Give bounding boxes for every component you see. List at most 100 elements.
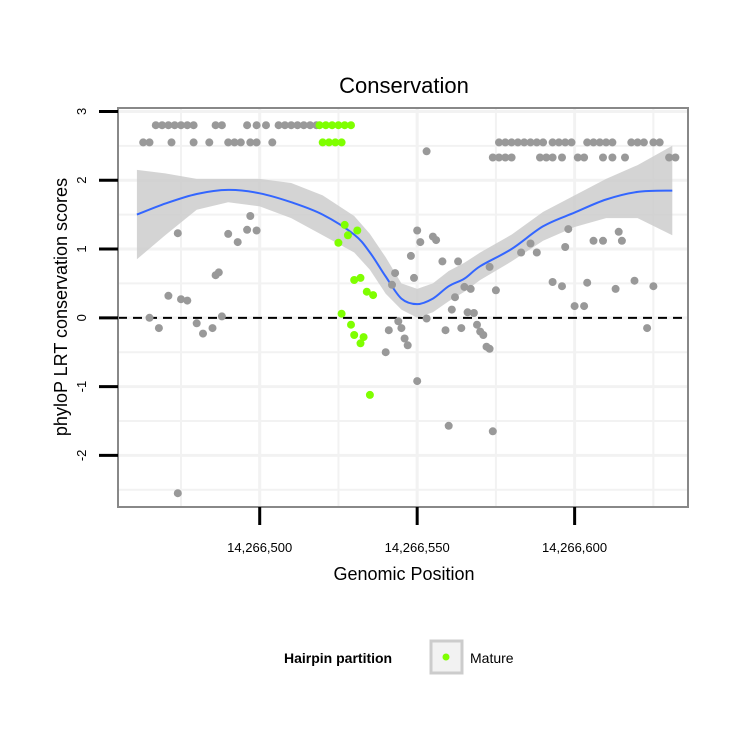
smooth-line	[136, 188, 673, 306]
data-point	[154, 324, 163, 333]
data-point-mature	[340, 220, 349, 229]
data-point-mature	[337, 309, 346, 318]
data-point	[230, 138, 239, 147]
data-point	[422, 314, 431, 323]
data-point	[526, 138, 535, 147]
data-point	[246, 212, 255, 220]
data-point	[599, 153, 607, 162]
legend-key	[429, 639, 464, 675]
y-tick-label: 0	[74, 314, 89, 321]
data-point	[432, 236, 441, 245]
y-tick-label: 3	[74, 108, 89, 115]
data-point	[469, 309, 478, 317]
data-point	[643, 324, 652, 333]
data-point-mature	[321, 121, 330, 130]
data-point	[517, 248, 526, 257]
data-point	[252, 226, 261, 235]
plot-frame	[117, 107, 689, 508]
data-point-mature	[337, 138, 346, 147]
data-point	[602, 138, 611, 147]
data-point	[183, 121, 192, 130]
data-point	[410, 273, 418, 282]
data-point	[214, 268, 223, 277]
data-point-mature	[325, 138, 333, 147]
data-point	[173, 229, 182, 238]
data-point	[170, 121, 179, 130]
data-point	[454, 257, 463, 266]
data-point-mature	[356, 339, 365, 348]
data-point-mature	[353, 226, 362, 235]
data-point	[488, 153, 497, 162]
x-tick-label: 14,266,500	[227, 540, 292, 555]
data-point	[561, 243, 570, 251]
x-axis-title: Genomic Position	[333, 564, 474, 584]
data-point	[466, 284, 475, 293]
data-point-mature	[365, 390, 374, 399]
data-point	[145, 313, 154, 322]
data-point-mature	[347, 320, 355, 329]
confidence-band	[136, 145, 673, 318]
y-tick-label: 1	[74, 245, 89, 252]
data-point	[485, 262, 494, 271]
data-point	[167, 138, 176, 147]
data-point-mature	[347, 121, 355, 130]
data-point	[208, 324, 217, 333]
data-point	[391, 269, 400, 278]
data-point	[243, 225, 252, 234]
data-point	[608, 153, 617, 162]
data-point	[548, 138, 557, 147]
data-point	[649, 138, 658, 147]
data-point	[671, 153, 680, 162]
data-point	[394, 317, 403, 326]
data-point	[532, 248, 541, 257]
data-point	[627, 138, 636, 147]
data-point	[567, 138, 576, 147]
data-point	[570, 302, 579, 311]
data-point	[189, 121, 198, 130]
data-point-mature	[315, 121, 324, 130]
data-point	[614, 227, 623, 236]
data-point-mature	[359, 333, 368, 342]
data-point	[151, 121, 160, 130]
legend-mature-label: Mature	[470, 650, 514, 666]
data-point-mature	[334, 121, 343, 130]
data-point-mature	[328, 121, 337, 130]
data-point	[406, 251, 415, 260]
data-point	[501, 153, 510, 162]
data-point	[158, 121, 167, 130]
data-point	[299, 121, 308, 130]
data-point	[177, 295, 185, 304]
data-point	[139, 138, 148, 147]
data-point	[655, 138, 664, 147]
data-point	[558, 282, 566, 291]
data-point	[441, 326, 450, 335]
data-point	[564, 225, 573, 234]
data-point	[177, 121, 185, 130]
data-point	[665, 153, 674, 162]
data-point	[164, 291, 173, 300]
data-point	[145, 138, 154, 147]
data-point	[617, 236, 626, 245]
data-point-mature	[362, 287, 371, 296]
data-point	[444, 421, 453, 430]
data-point	[595, 138, 604, 147]
data-point	[649, 282, 658, 291]
data-point	[189, 138, 198, 147]
data-point	[306, 121, 315, 130]
data-point	[479, 331, 488, 339]
data-point	[554, 138, 563, 147]
data-point	[580, 302, 589, 311]
data-point	[293, 121, 302, 130]
data-point-mature	[350, 331, 359, 339]
data-point-mature	[340, 121, 349, 130]
data-point	[485, 344, 494, 353]
data-point	[274, 121, 283, 130]
data-point	[491, 286, 500, 295]
data-point	[246, 138, 255, 147]
data-point	[532, 138, 541, 147]
data-point	[388, 280, 396, 289]
data-point	[580, 153, 589, 162]
y-tick-label: -2	[74, 450, 89, 462]
data-point	[280, 121, 289, 130]
data-point	[173, 489, 182, 498]
